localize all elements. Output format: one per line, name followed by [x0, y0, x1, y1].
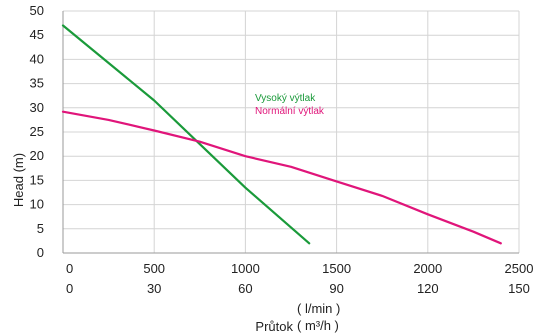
x-tick-label-m3h: 30	[147, 281, 161, 296]
y-tick-label: 35	[30, 76, 44, 91]
x-tick-label-m3h: 150	[508, 281, 530, 296]
y-tick-label: 0	[37, 245, 44, 260]
x-unit-lmin: ( l/min )	[297, 301, 340, 316]
plot-frame	[62, 11, 519, 254]
series-layer	[61, 24, 502, 245]
y-tick-labels: 0 5 10 15 20 25 30 35 40 45 50	[30, 3, 44, 260]
y-tick-label: 10	[30, 197, 44, 212]
x-tick-label-lmin: 1500	[322, 261, 351, 276]
x-tick-label-lmin: 500	[143, 261, 165, 276]
series-line-vysoky-vytlak	[61, 24, 311, 245]
x-tick-label-lmin: 2000	[413, 261, 442, 276]
y-tick-label: 15	[30, 172, 44, 187]
y-tick-label: 45	[30, 27, 44, 42]
x-tick-label-lmin: 0	[66, 261, 73, 276]
y-axis-label: Head (m)	[11, 153, 26, 207]
y-tick-label: 50	[30, 3, 44, 18]
y-tick-label: 20	[30, 148, 44, 163]
y-tick-label: 5	[37, 221, 44, 236]
legend: Vysoký výtlak Normální výtlak	[255, 93, 325, 117]
x-tick-label-m3h: 120	[417, 281, 439, 296]
legend-entry: Normální výtlak	[255, 106, 325, 117]
y-tick-label: 30	[30, 100, 44, 115]
legend-entry: Vysoký výtlak	[255, 93, 316, 104]
x-tick-label-m3h: 90	[329, 281, 343, 296]
x-tick-labels: 0 0 500 30 1000 60 1500 90 2000 120 2500 150	[66, 261, 533, 296]
x-axis-label: Průtok	[255, 319, 293, 334]
y-tick-label: 25	[30, 124, 44, 139]
y-tick-label: 40	[30, 51, 44, 66]
x-tick-label-m3h: 60	[238, 281, 252, 296]
x-tick-label-lmin: 2500	[505, 261, 534, 276]
x-tick-label-lmin: 1000	[231, 261, 260, 276]
series-line-normalni-vytlak	[61, 110, 502, 245]
grid	[62, 10, 520, 254]
x-unit-m3h: ( m³/h )	[297, 318, 339, 333]
x-tick-label-m3h: 0	[66, 281, 73, 296]
